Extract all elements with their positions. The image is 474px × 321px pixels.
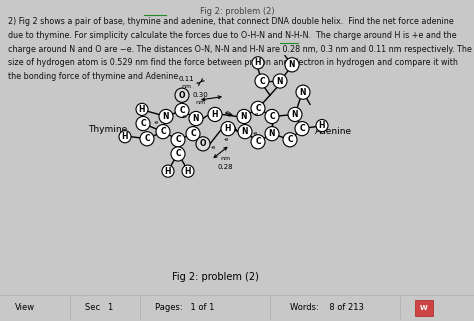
Text: C: C [190,129,196,138]
Text: -e: -e [224,110,230,115]
Text: -e: -e [223,137,228,142]
Text: C: C [287,135,293,144]
Text: H: H [165,167,171,176]
Circle shape [182,165,194,177]
Text: C: C [179,106,185,115]
Text: Words:    8 of 213: Words: 8 of 213 [290,303,364,312]
Circle shape [175,103,189,117]
Text: Fig 2: problem (2): Fig 2: problem (2) [200,7,274,16]
Text: O: O [200,139,206,148]
Text: H: H [139,105,145,114]
Text: N: N [289,60,295,69]
Circle shape [186,126,200,141]
Text: H: H [122,132,128,141]
Circle shape [296,85,310,99]
Circle shape [251,101,265,116]
Text: Pages:   1 of 1: Pages: 1 of 1 [155,303,214,312]
Circle shape [140,132,154,146]
Text: C: C [299,124,305,133]
Text: N: N [300,88,306,97]
Circle shape [238,125,252,139]
Text: H: H [319,121,325,130]
Text: -e: -e [153,120,159,125]
Text: C: C [144,134,150,143]
Circle shape [156,125,170,139]
Text: Sec   1: Sec 1 [85,303,113,312]
Text: 2) Fig 2 shows a pair of base, thymine and adenine, that connect DNA double heli: 2) Fig 2 shows a pair of base, thymine a… [8,17,454,26]
Circle shape [265,109,279,124]
Text: C: C [259,76,265,85]
Text: C: C [175,150,181,159]
Text: H: H [212,110,218,119]
Circle shape [265,126,279,141]
Text: N: N [242,127,248,136]
Text: C: C [175,135,181,144]
Text: N: N [241,112,247,121]
Circle shape [288,107,302,122]
Text: C: C [255,137,261,146]
Circle shape [171,147,185,161]
Circle shape [162,165,174,177]
Text: N: N [292,110,298,119]
Text: due to thymine. For simplicity calculate the forces due to O-H-N and N-H-N.  The: due to thymine. For simplicity calculate… [8,31,456,40]
Text: 0.30: 0.30 [192,92,208,98]
Text: W: W [420,305,428,311]
Text: nm: nm [220,156,230,161]
Circle shape [159,109,173,124]
Text: O: O [179,91,185,100]
Text: the bonding force of thymine and Adenine.: the bonding force of thymine and Adenine… [8,72,181,81]
Circle shape [237,109,251,124]
Circle shape [136,103,148,116]
Text: 0.11: 0.11 [178,76,194,82]
Circle shape [285,58,299,72]
Text: 0.28: 0.28 [217,164,233,170]
Text: H: H [255,58,261,67]
Text: nm: nm [181,84,191,89]
Circle shape [175,88,189,102]
Circle shape [295,122,309,136]
Text: Thymine: Thymine [88,125,127,134]
Text: C: C [255,104,261,113]
Circle shape [283,133,297,147]
Circle shape [251,135,265,149]
Text: N: N [193,114,199,123]
Circle shape [255,74,269,88]
Text: -e: -e [182,114,187,119]
Text: -e: -e [210,145,216,150]
Text: C: C [160,127,166,136]
Circle shape [208,107,222,122]
Text: Adenine: Adenine [315,127,352,136]
Text: -e: -e [253,112,259,117]
Text: -e: -e [252,131,258,136]
Circle shape [221,122,235,136]
Circle shape [171,133,185,147]
Circle shape [252,57,264,69]
Text: View: View [15,303,35,312]
Text: H: H [185,167,191,176]
Text: Fig 2: problem (2): Fig 2: problem (2) [172,272,258,282]
Text: N: N [163,112,169,121]
Circle shape [119,131,131,143]
Circle shape [136,117,150,131]
Text: N: N [277,76,283,85]
Text: C: C [140,119,146,128]
Circle shape [196,137,210,151]
Text: nm: nm [195,100,205,105]
Text: C: C [269,112,275,121]
Text: charge around N and O are −e. The distances O-N, N-N and H-N are 0.28 nm, 0.3 nm: charge around N and O are −e. The distan… [8,45,472,54]
Circle shape [189,111,203,126]
Text: N: N [269,129,275,138]
Circle shape [316,119,328,132]
Text: size of hydrogen atom is 0.529 nm find the force between proton and electron in : size of hydrogen atom is 0.529 nm find t… [8,58,458,67]
Bar [415,300,433,316]
Text: H: H [225,124,231,133]
Circle shape [273,74,287,88]
